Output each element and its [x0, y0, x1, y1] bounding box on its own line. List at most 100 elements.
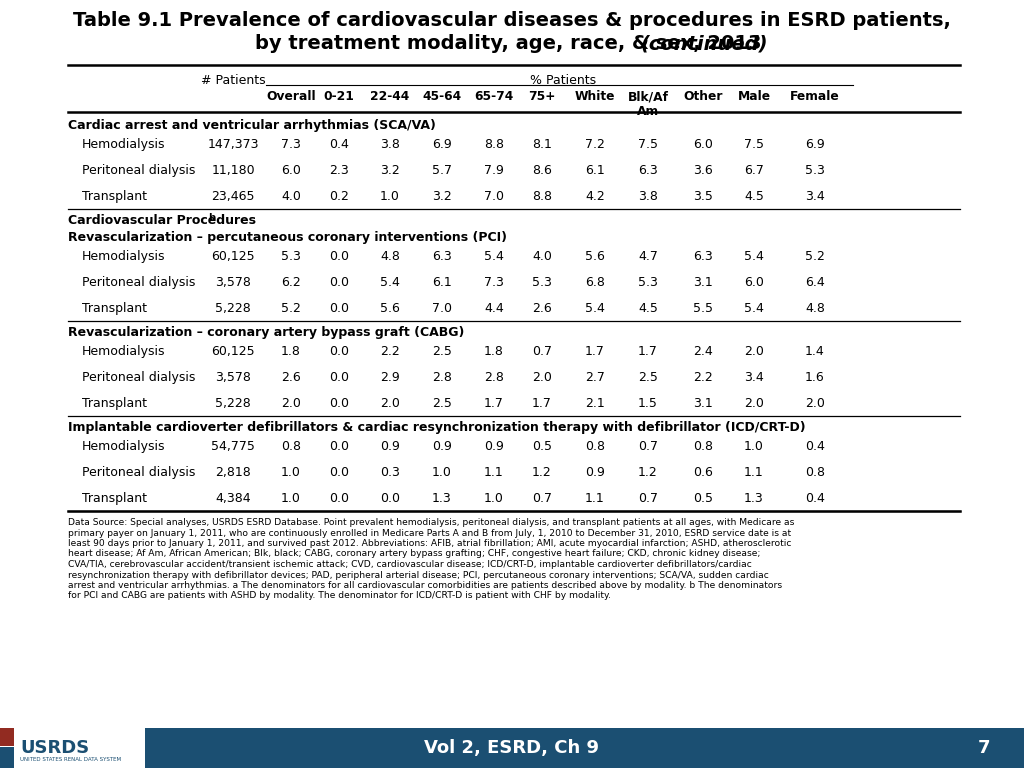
Text: 7.5: 7.5 [638, 138, 658, 151]
Text: Hemodialysis: Hemodialysis [82, 345, 166, 358]
Text: 1.3: 1.3 [744, 492, 764, 505]
Text: 0.4: 0.4 [329, 138, 349, 151]
Text: 0.8: 0.8 [693, 440, 713, 453]
Text: 1.0: 1.0 [380, 190, 400, 203]
Text: Transplant: Transplant [82, 492, 147, 505]
Text: 6.7: 6.7 [744, 164, 764, 177]
Text: Transplant: Transplant [82, 190, 147, 203]
Text: 4.8: 4.8 [380, 250, 400, 263]
Text: 6.3: 6.3 [693, 250, 713, 263]
Text: 4,384: 4,384 [215, 492, 251, 505]
Text: 2.0: 2.0 [744, 397, 764, 410]
Text: 1.2: 1.2 [532, 466, 552, 479]
Text: 0.0: 0.0 [329, 302, 349, 315]
Text: least 90 days prior to January 1, 2011, and survived past 2012. Abbreviations: A: least 90 days prior to January 1, 2011, … [68, 539, 792, 548]
Text: Male: Male [737, 90, 771, 103]
Text: Transplant: Transplant [82, 302, 147, 315]
Text: 60,125: 60,125 [211, 345, 255, 358]
Text: 8.6: 8.6 [532, 164, 552, 177]
Text: 7.3: 7.3 [484, 276, 504, 289]
Text: 60,125: 60,125 [211, 250, 255, 263]
Text: 0.9: 0.9 [585, 466, 605, 479]
Text: 3.6: 3.6 [693, 164, 713, 177]
Text: for PCI and CABG are patients with ASHD by modality. The denominator for ICD/CRT: for PCI and CABG are patients with ASHD … [68, 591, 611, 601]
Text: 2.9: 2.9 [380, 371, 400, 384]
Text: Revascularization – coronary artery bypass graft (CABG): Revascularization – coronary artery bypa… [68, 326, 464, 339]
Text: Blk/Af
Am: Blk/Af Am [628, 90, 669, 118]
Text: resynchronization therapy with defibrillator devices; PAD, peripheral arterial d: resynchronization therapy with defibrill… [68, 571, 769, 580]
Text: by treatment modality, age, race, & sex, 2013: by treatment modality, age, race, & sex,… [255, 34, 769, 53]
Text: 2.6: 2.6 [532, 302, 552, 315]
Bar [0, 728, 1024, 768]
Text: UNITED STATES RENAL DATA SYSTEM: UNITED STATES RENAL DATA SYSTEM [20, 757, 121, 762]
Text: 0.7: 0.7 [532, 345, 552, 358]
Text: 54,775: 54,775 [211, 440, 255, 453]
Text: Vol 2, ESRD, Ch 9: Vol 2, ESRD, Ch 9 [425, 739, 599, 757]
Text: White: White [574, 90, 615, 103]
Text: 0.8: 0.8 [585, 440, 605, 453]
Text: 5.3: 5.3 [805, 164, 825, 177]
Text: 11,180: 11,180 [211, 164, 255, 177]
Text: 4.7: 4.7 [638, 250, 658, 263]
Text: 2.0: 2.0 [805, 397, 825, 410]
Text: 2.5: 2.5 [432, 397, 452, 410]
Text: 2.5: 2.5 [638, 371, 658, 384]
Text: Female: Female [791, 90, 840, 103]
Text: 4.4: 4.4 [484, 302, 504, 315]
Text: 0.8: 0.8 [281, 440, 301, 453]
Text: 5.4: 5.4 [380, 276, 400, 289]
Text: 2,818: 2,818 [215, 466, 251, 479]
Text: 5,228: 5,228 [215, 302, 251, 315]
Text: 1.7: 1.7 [532, 397, 552, 410]
Text: 4.5: 4.5 [744, 190, 764, 203]
Text: 3.1: 3.1 [693, 276, 713, 289]
Text: 1.7: 1.7 [585, 345, 605, 358]
Text: 3.8: 3.8 [638, 190, 658, 203]
Text: 0.7: 0.7 [532, 492, 552, 505]
Text: Cardiac arrest and ventricular arrhythmias (SCA/VA): Cardiac arrest and ventricular arrhythmi… [68, 119, 436, 132]
Text: 0.9: 0.9 [432, 440, 452, 453]
Text: 2.8: 2.8 [484, 371, 504, 384]
Text: 3.2: 3.2 [432, 190, 452, 203]
Text: 1.7: 1.7 [638, 345, 658, 358]
Text: 2.0: 2.0 [281, 397, 301, 410]
Text: 0.9: 0.9 [380, 440, 400, 453]
Text: Table 9.1 Prevalence of cardiovascular diseases & procedures in ESRD patients,: Table 9.1 Prevalence of cardiovascular d… [73, 11, 951, 30]
Text: 1.8: 1.8 [281, 345, 301, 358]
Text: Revascularization – percutaneous coronary interventions (PCI): Revascularization – percutaneous coronar… [68, 231, 507, 244]
Text: 0.4: 0.4 [805, 440, 825, 453]
Text: 6.8: 6.8 [585, 276, 605, 289]
Text: CVA/TIA, cerebrovascular accident/transient ischemic attack; CVD, cardiovascular: CVA/TIA, cerebrovascular accident/transi… [68, 560, 752, 569]
Text: 5.3: 5.3 [638, 276, 658, 289]
Text: 5.4: 5.4 [585, 302, 605, 315]
Text: 1.4: 1.4 [805, 345, 825, 358]
Text: 5.2: 5.2 [805, 250, 825, 263]
Text: 1.0: 1.0 [744, 440, 764, 453]
Text: 2.5: 2.5 [432, 345, 452, 358]
Text: 7.2: 7.2 [585, 138, 605, 151]
Text: 147,373: 147,373 [207, 138, 259, 151]
Text: 6.0: 6.0 [693, 138, 713, 151]
Bar [0, 728, 14, 746]
Text: 0.0: 0.0 [380, 492, 400, 505]
Text: b: b [208, 213, 215, 223]
Text: 0.6: 0.6 [693, 466, 713, 479]
Text: 0.8: 0.8 [805, 466, 825, 479]
Text: Hemodialysis: Hemodialysis [82, 138, 166, 151]
Text: 7.0: 7.0 [484, 190, 504, 203]
Text: 4.0: 4.0 [532, 250, 552, 263]
Text: 7.0: 7.0 [432, 302, 452, 315]
Text: 45-64: 45-64 [423, 90, 462, 103]
Text: Peritoneal dialysis: Peritoneal dialysis [82, 276, 196, 289]
Text: 2.2: 2.2 [693, 371, 713, 384]
Text: Implantable cardioverter defibrillators & cardiac resynchronization therapy with: Implantable cardioverter defibrillators … [68, 421, 806, 434]
Text: 0.0: 0.0 [329, 345, 349, 358]
Text: 0.0: 0.0 [329, 492, 349, 505]
Text: Hemodialysis: Hemodialysis [82, 440, 166, 453]
Text: 1.2: 1.2 [638, 466, 657, 479]
Text: % Patients: % Patients [530, 74, 596, 87]
Text: 3.5: 3.5 [693, 190, 713, 203]
Text: 0.0: 0.0 [329, 397, 349, 410]
Text: 7.5: 7.5 [744, 138, 764, 151]
Text: primary payer on January 1, 2011, who are continuously enrolled in Medicare Part: primary payer on January 1, 2011, who ar… [68, 528, 792, 538]
